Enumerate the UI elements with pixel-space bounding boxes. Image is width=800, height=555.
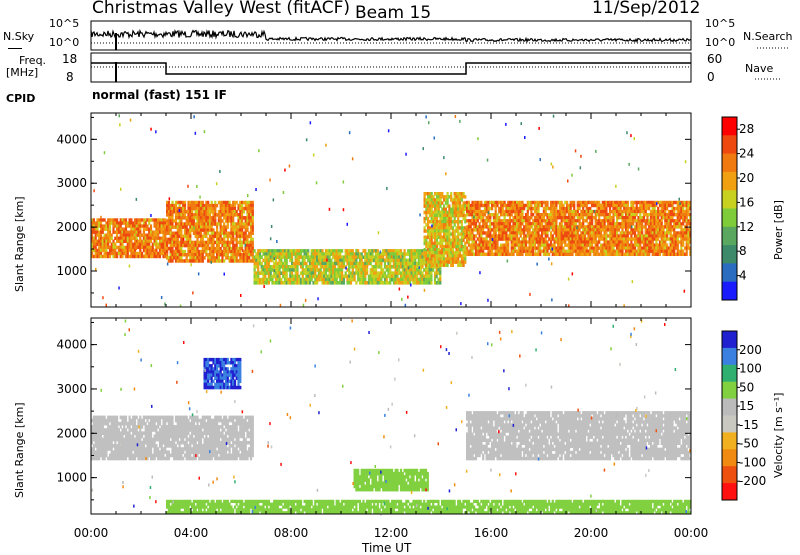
velocity-feature-2 <box>204 358 242 389</box>
velocity-heatmap <box>91 319 691 515</box>
power-colorbar-tick-label-6: 28 <box>739 122 754 136</box>
xtick-label-1: 04:00 <box>174 526 209 540</box>
velocity-colorbar-tick-label-1: 100 <box>739 362 762 376</box>
velocity-colorbar-segment <box>722 483 737 500</box>
xtick-label-6: 00:00 <box>674 526 709 540</box>
power-feature-4 <box>466 201 691 256</box>
power-colorbar-tick-label-1: 8 <box>739 244 747 258</box>
velocity-colorbar-segment <box>722 331 737 348</box>
xtick-label-4: 16:00 <box>474 526 509 540</box>
velocity-ytick-label-0: 1000 <box>56 471 87 485</box>
nsky-trace <box>91 31 691 42</box>
velocity-colorbar-tick-label-2: 50 <box>739 380 754 394</box>
power-colorbar-segment <box>722 245 737 264</box>
power-ytick-label-3: 4000 <box>56 132 87 146</box>
power-colorbar-segment <box>722 135 737 154</box>
velocity-colorbar-segment <box>722 365 737 382</box>
power-colorbar-segment <box>722 263 737 282</box>
xtick-label-3: 12:00 <box>374 526 409 540</box>
velocity-feature-0 <box>91 416 254 461</box>
velocity-colorbar-segment <box>722 449 737 466</box>
power-colorbar-segment <box>722 172 737 191</box>
power-colorbar-tick-label-0: 4 <box>739 269 747 283</box>
power-colorbar-tick-label-2: 12 <box>739 220 754 234</box>
velocity-colorbar-segment <box>722 432 737 449</box>
power-colorbar-tick-label-5: 24 <box>739 147 754 161</box>
velocity-ytick-label-1: 2000 <box>56 426 87 440</box>
velocity-colorbar-segment <box>722 466 737 483</box>
power-colorbar-segment <box>722 227 737 246</box>
power-ytick-label-2: 3000 <box>56 176 87 190</box>
velocity-colorbar-segment <box>722 348 737 365</box>
velocity-colorbar-segment <box>722 416 737 433</box>
velocity-feature-1 <box>466 411 691 460</box>
power-ytick-label-1: 2000 <box>56 220 87 234</box>
xtick-label-2: 08:00 <box>274 526 309 540</box>
power-feature-2 <box>254 249 442 285</box>
power-colorbar-segment <box>722 209 737 228</box>
power-ytick-label-0: 1000 <box>56 264 87 278</box>
velocity-ytick-label-3: 4000 <box>56 338 87 352</box>
power-colorbar-segment <box>722 282 737 301</box>
freq-trace <box>91 63 691 74</box>
velocity-colorbar-tick-label-7: -200 <box>739 474 766 488</box>
power-colorbar-segment <box>722 117 737 136</box>
velocity-feature-3 <box>354 469 429 492</box>
power-colorbar-segment <box>722 154 737 173</box>
power-feature-3 <box>424 192 467 267</box>
velocity-colorbar-tick-label-4: -15 <box>739 418 759 432</box>
xtick-label-5: 20:00 <box>574 526 609 540</box>
power-feature-0 <box>91 218 166 258</box>
power-colorbar-tick-label-3: 16 <box>739 195 754 209</box>
velocity-colorbar-segment <box>722 399 737 416</box>
velocity-colorbar-tick-label-3: 15 <box>739 399 754 413</box>
power-heatmap <box>91 114 691 307</box>
velocity-colorbar-tick-label-0: 200 <box>739 343 762 357</box>
xtick-label-0: 00:00 <box>74 526 109 540</box>
power-colorbar-tick-label-4: 20 <box>739 171 754 185</box>
velocity-colorbar-tick-label-5: -50 <box>739 437 759 451</box>
velocity-colorbar-segment <box>722 382 737 399</box>
power-colorbar-segment <box>722 190 737 209</box>
velocity-colorbar-tick-label-6: -100 <box>739 455 766 469</box>
velocity-ytick-label-2: 3000 <box>56 382 87 396</box>
